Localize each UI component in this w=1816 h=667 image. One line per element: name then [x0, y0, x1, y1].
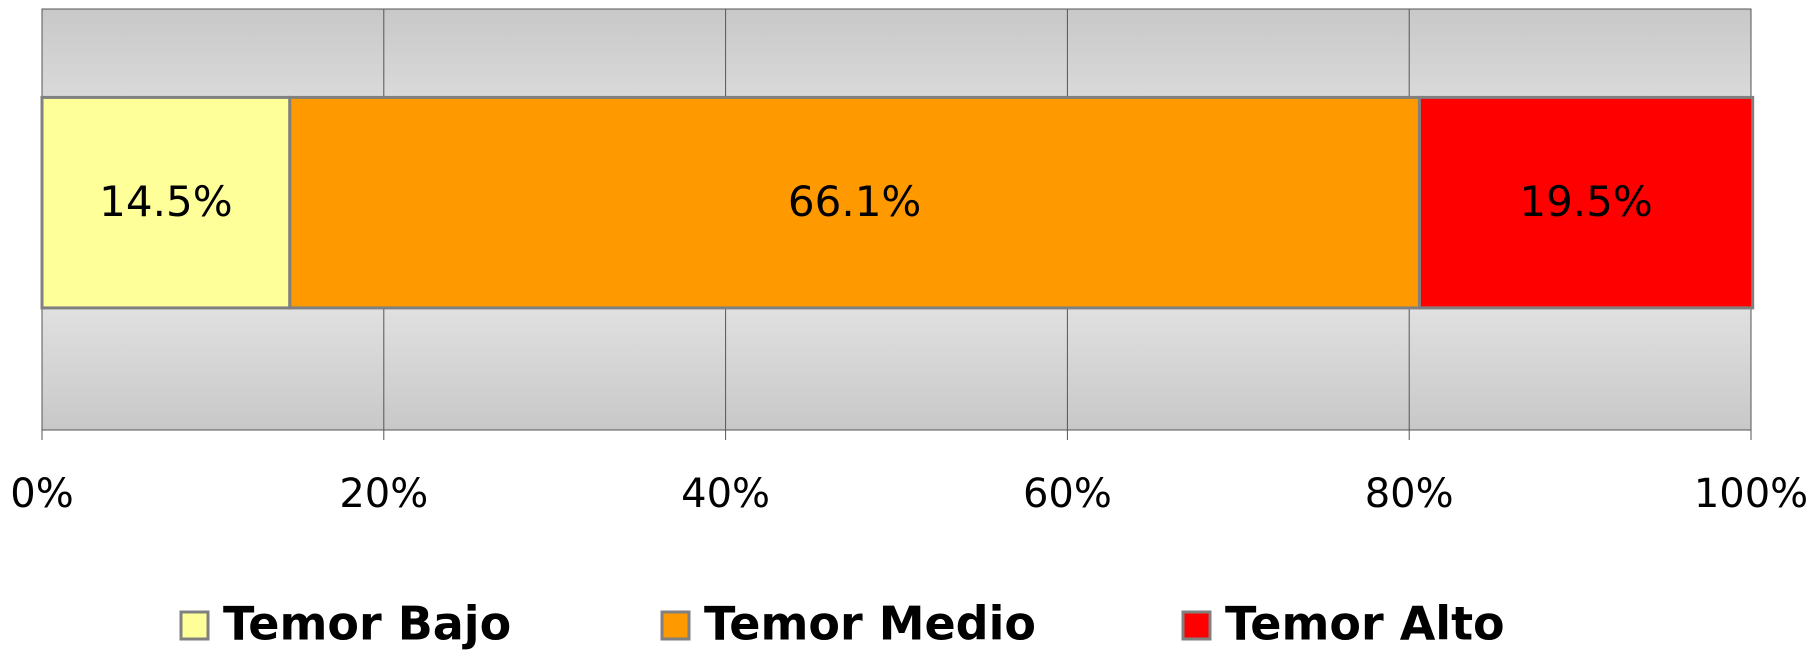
x-tick-label: 40%	[681, 471, 770, 517]
legend-label: Temor Bajo	[223, 597, 511, 651]
bar-segment	[1417, 95, 1755, 310]
bar-segment	[40, 95, 292, 310]
data-label: 66.1%	[788, 177, 921, 226]
x-tick-label: 0%	[10, 471, 73, 517]
legend-swatch	[1181, 610, 1212, 641]
x-tick-label: 80%	[1365, 471, 1454, 517]
x-tick-label: 100%	[1694, 471, 1808, 517]
x-tick-label: 60%	[1023, 471, 1112, 517]
data-label: 14.5%	[99, 177, 232, 226]
data-label: 19.5%	[1519, 177, 1652, 226]
x-tick-label: 20%	[339, 471, 428, 517]
legend-swatch	[179, 610, 210, 641]
legend-swatch	[660, 610, 691, 641]
bar-segment	[288, 95, 1421, 310]
legend-label: Temor Alto	[1225, 597, 1505, 651]
legend-label: Temor Medio	[704, 597, 1036, 651]
